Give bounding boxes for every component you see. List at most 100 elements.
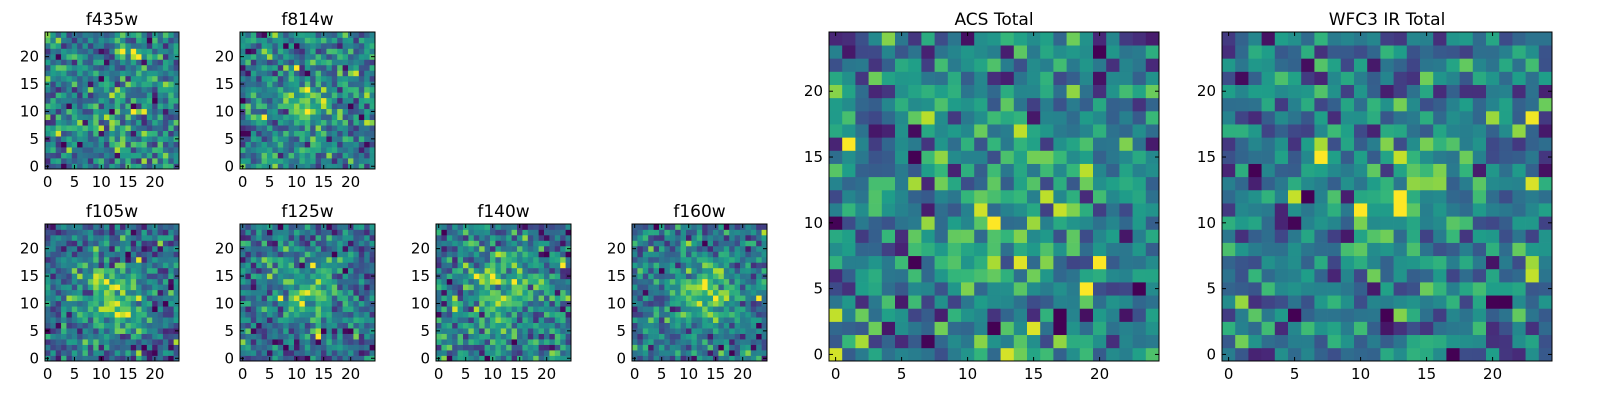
heatmap-cell [533, 344, 539, 351]
heatmap-cell [1119, 124, 1133, 138]
heatmap-cell [702, 289, 708, 296]
heatmap-cell [87, 53, 94, 60]
heatmap-cell [66, 234, 73, 241]
heatmap-cell [283, 333, 289, 340]
heatmap-cell [130, 306, 137, 313]
heatmap-cell [66, 224, 73, 230]
heatmap-cell [565, 284, 572, 291]
heatmap-cell [549, 295, 556, 302]
heatmap-cell [66, 53, 73, 60]
heatmap-cell [294, 75, 300, 82]
heatmap-cell [745, 224, 752, 230]
heatmap-cell [718, 311, 725, 318]
heatmap-cell [45, 48, 51, 55]
heatmap-cell [506, 355, 512, 362]
heatmap-cell [468, 289, 475, 296]
heatmap-cell [125, 339, 132, 345]
heatmap-cell [1340, 268, 1355, 283]
heatmap-cell [653, 306, 660, 313]
heatmap-cell [495, 350, 502, 356]
heatmap-cell [484, 322, 491, 329]
heatmap-cell [364, 42, 370, 49]
axes-frame [239, 31, 376, 170]
heatmap-cell [71, 289, 78, 296]
heatmap-cell [544, 350, 550, 356]
heatmap-cell [337, 300, 343, 307]
heatmap-cell [120, 240, 126, 247]
heatmap-cell [261, 59, 268, 66]
heatmap-cell [648, 311, 654, 318]
heatmap-cell [1079, 242, 1094, 257]
heatmap-cell [114, 70, 121, 77]
heatmap-cell [146, 64, 153, 71]
heatmap-cell [321, 97, 327, 104]
heatmap-cell [527, 289, 534, 296]
heatmap-cell [1119, 150, 1133, 164]
heatmap-cell [277, 108, 284, 115]
heatmap-cell [267, 333, 273, 340]
heatmap-cell [702, 317, 708, 323]
heatmap-cell [283, 289, 289, 296]
heatmap-cell [61, 278, 67, 285]
heatmap-cell [98, 125, 105, 131]
heatmap-cell [1013, 58, 1028, 72]
heatmap-cell [272, 147, 279, 153]
heatmap-cell [479, 355, 485, 362]
heatmap-cell [283, 136, 289, 142]
heatmap-cell [98, 114, 105, 121]
heatmap-cell [495, 273, 502, 280]
heatmap-cell [1512, 229, 1526, 243]
heatmap-cell [1446, 321, 1460, 336]
heatmap-cell [353, 48, 360, 55]
heatmap-cell [66, 273, 73, 280]
heatmap-cell [173, 64, 180, 71]
heatmap-cell [713, 256, 719, 263]
heatmap-cell [855, 163, 869, 178]
heatmap-cell [1380, 282, 1394, 296]
heatmap-cell [267, 350, 273, 356]
heatmap-cell [125, 125, 132, 131]
heatmap-cell [294, 333, 300, 340]
heatmap-cell [114, 350, 121, 356]
heatmap-cell [261, 262, 268, 269]
heatmap-cell [1288, 242, 1302, 257]
heatmap-cell [55, 306, 62, 313]
heatmap-cell [653, 289, 660, 296]
heatmap-cell [157, 119, 164, 126]
heatmap-cell [696, 229, 703, 236]
heatmap-cell [740, 240, 746, 247]
heatmap-cell [473, 273, 480, 280]
heatmap-cell [1472, 347, 1487, 362]
heatmap-cell [98, 64, 105, 71]
heatmap-cell [908, 216, 922, 230]
heatmap-cell [463, 317, 469, 323]
heatmap-cell [538, 278, 545, 285]
heatmap-cell [1040, 176, 1054, 191]
heatmap-cell [446, 311, 453, 318]
heatmap-cell [353, 256, 360, 263]
heatmap-cell [1274, 347, 1289, 362]
heatmap-cell [1145, 347, 1160, 362]
heatmap-cell [45, 284, 51, 291]
heatmap-cell [136, 81, 142, 88]
heatmap-cell [495, 278, 502, 285]
heatmap-cell [157, 284, 164, 291]
heatmap-cell [1525, 216, 1540, 230]
heatmap-cell [961, 163, 975, 178]
heatmap-cell [348, 300, 354, 307]
heatmap-cell [538, 355, 545, 362]
heatmap-cell [468, 256, 475, 263]
heatmap-cell [669, 240, 676, 247]
heatmap-cell [1053, 32, 1067, 46]
heatmap-cell [277, 130, 284, 137]
heatmap-cell [1013, 321, 1028, 336]
heatmap-cell [691, 267, 698, 274]
heatmap-cell [256, 152, 262, 159]
heatmap-cell [441, 229, 448, 236]
heatmap-cell [446, 289, 453, 296]
heatmap-cell [1472, 203, 1487, 217]
heatmap-cell [729, 229, 735, 236]
heatmap-cell [750, 278, 757, 285]
heatmap-cell [1499, 163, 1513, 178]
heatmap-cell [353, 284, 360, 291]
